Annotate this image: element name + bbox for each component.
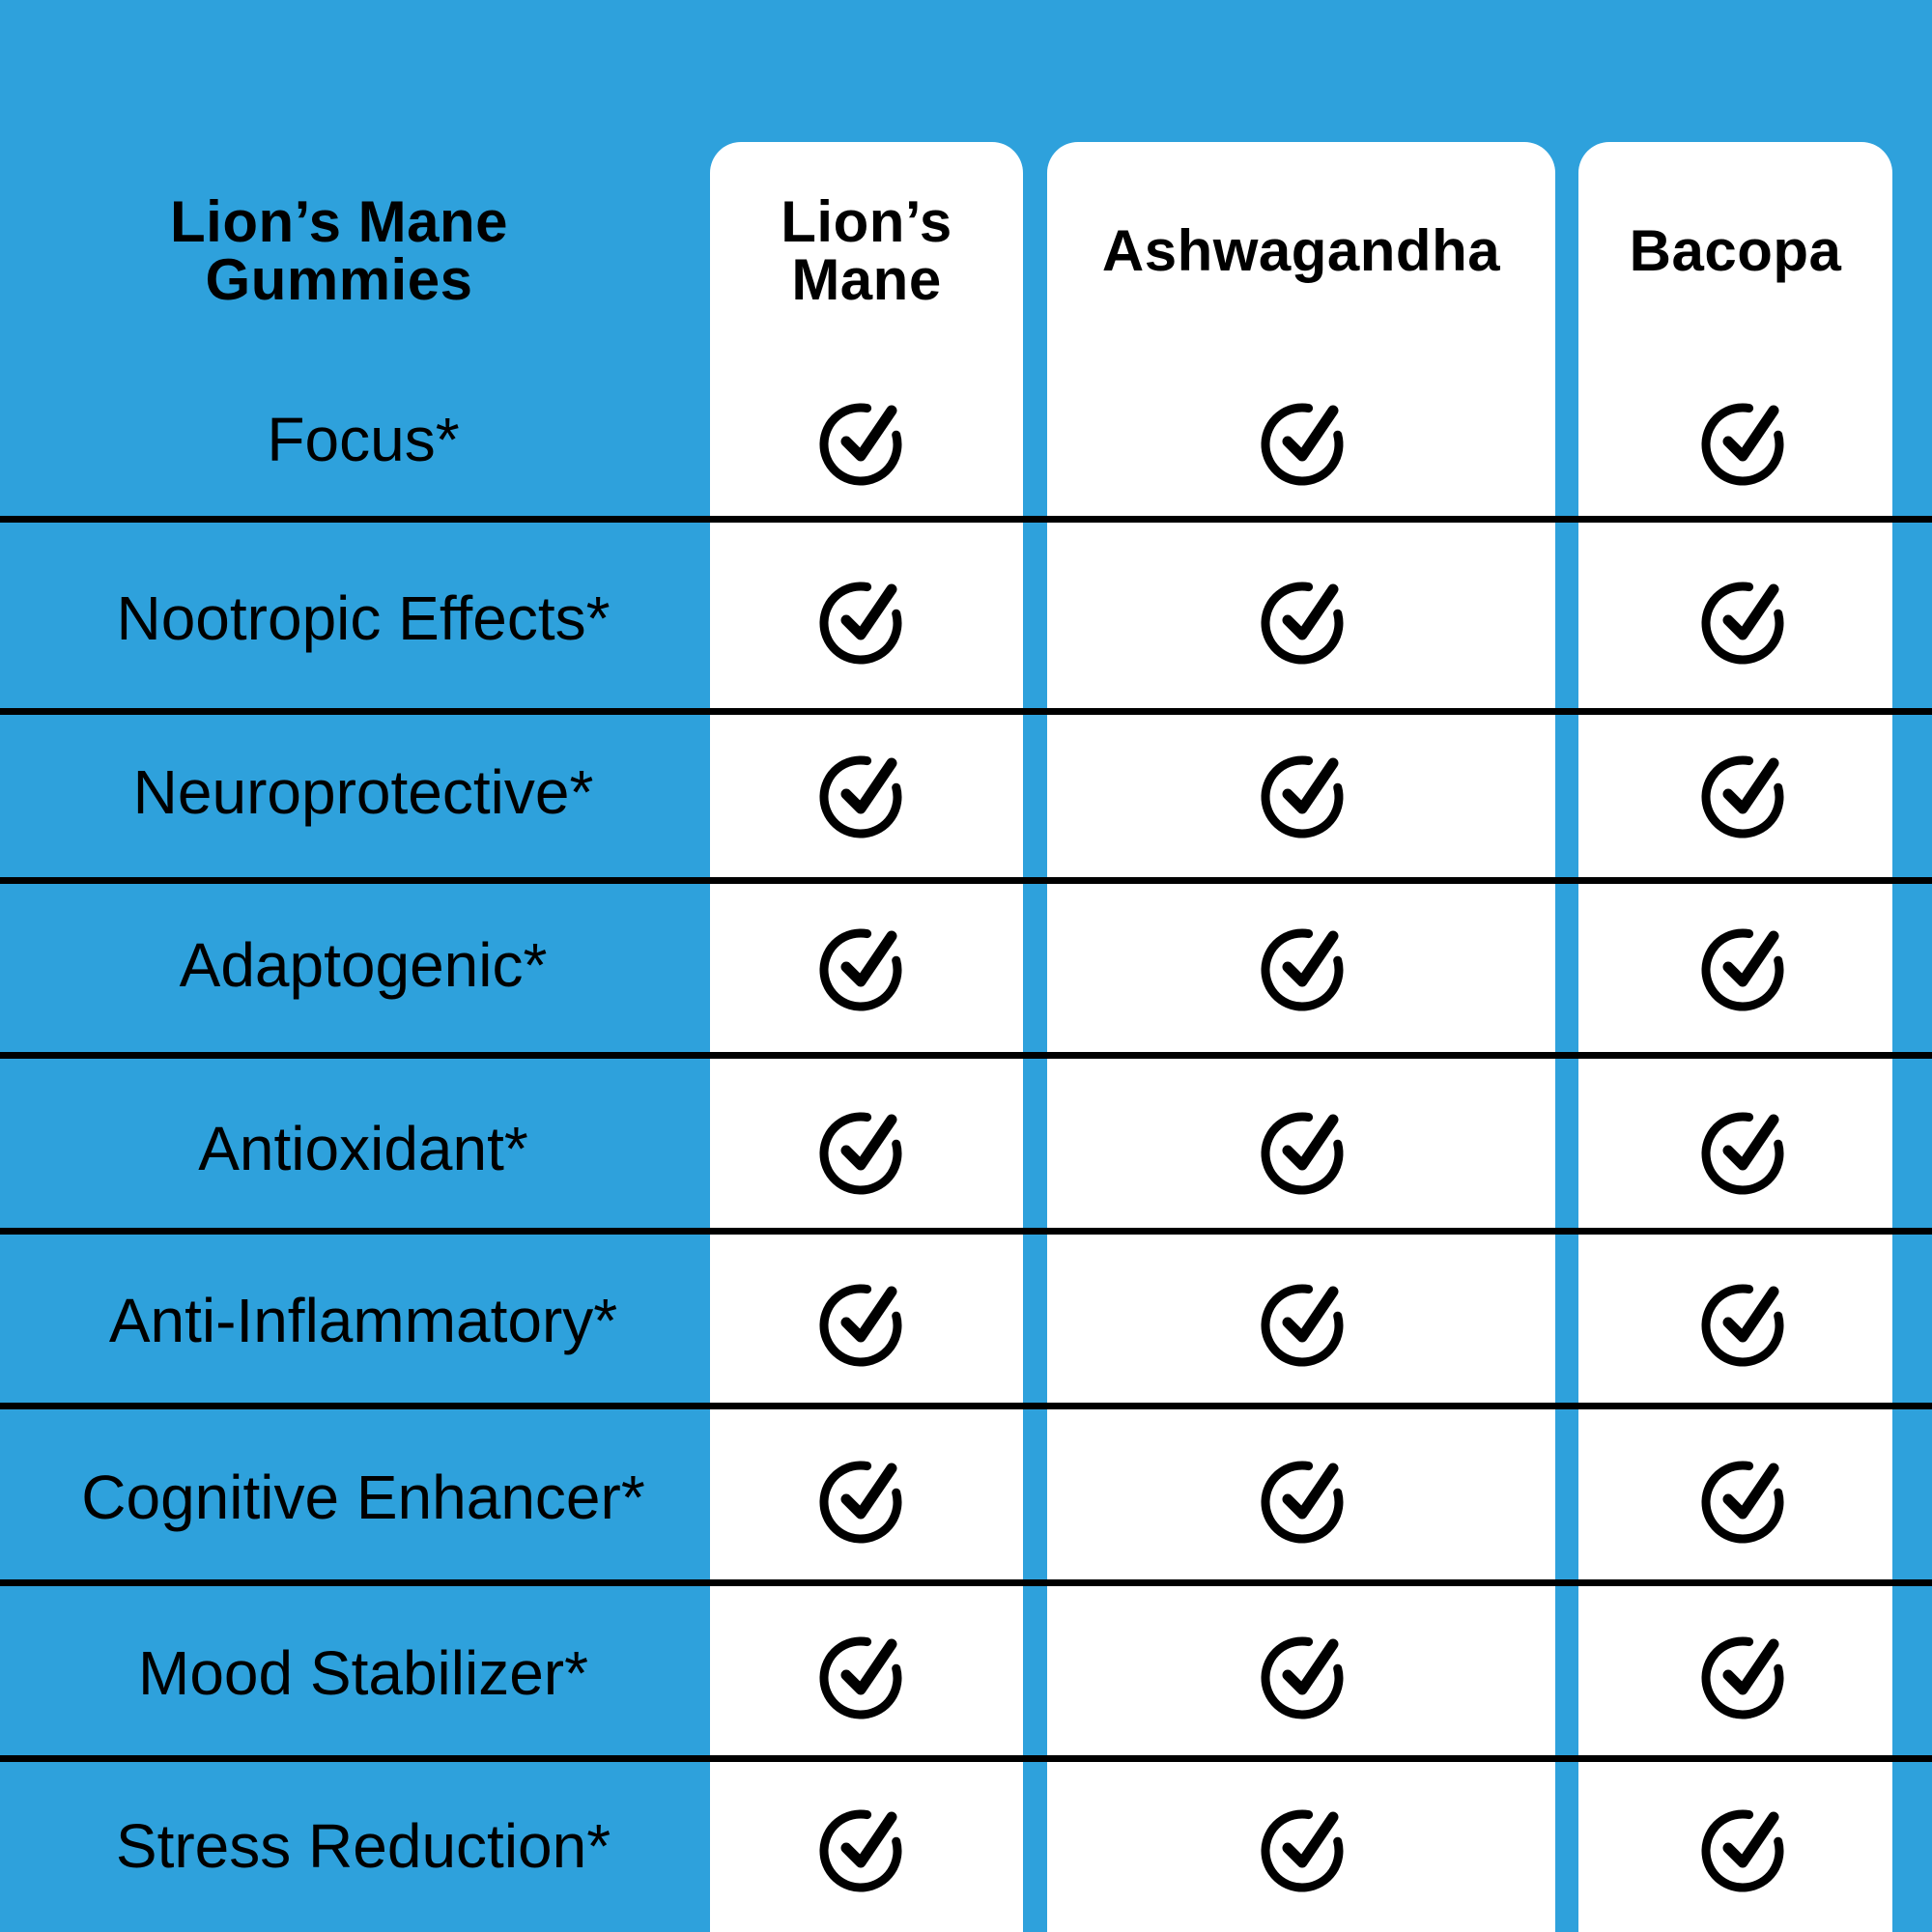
product-title: Lion’s Mane Gummies [170,189,508,312]
feature-label: Adaptogenic* [179,930,548,1000]
row-divider [0,877,1932,884]
feature-label: Stress Reduction* [115,1811,611,1881]
row-divider [0,516,1932,523]
row-divider [0,1755,1932,1762]
feature-label: Antioxidant* [198,1114,528,1183]
check-circle-icon [817,1798,914,1894]
check-circle-icon [1259,1272,1355,1369]
check-circle-icon [1699,1449,1796,1546]
check-circle-icon [1699,1100,1796,1197]
check-circle-icon [1699,1272,1796,1369]
check-circle-icon [1259,1798,1355,1894]
column-header-lions-mane: Lion’s Mane [781,189,952,312]
check-circle-icon [1259,570,1355,667]
check-circle-icon [817,1625,914,1721]
feature-label: Focus* [267,405,460,474]
check-circle-icon [1699,1625,1796,1721]
check-circle-icon [1259,1100,1355,1197]
check-circle-icon [1699,391,1796,488]
check-circle-icon [1259,917,1355,1013]
check-circle-icon [1699,917,1796,1013]
feature-label: Mood Stabilizer* [138,1638,588,1708]
feature-label: Anti-Inflammatory* [108,1286,618,1355]
check-circle-icon [1699,744,1796,840]
column-ashwagandha [1047,142,1555,1932]
check-circle-icon [817,570,914,667]
check-circle-icon [1259,744,1355,840]
row-divider [0,1052,1932,1059]
column-header-bacopa: Bacopa [1629,218,1842,283]
check-circle-icon [817,1449,914,1546]
row-divider [0,1403,1932,1409]
feature-label: Cognitive Enhancer* [81,1463,645,1532]
feature-label: Neuroprotective* [132,757,594,827]
check-circle-icon [817,744,914,840]
check-circle-icon [817,1272,914,1369]
check-circle-icon [1259,391,1355,488]
feature-label: Nootropic Effects* [116,583,611,653]
check-circle-icon [817,391,914,488]
check-circle-icon [1259,1625,1355,1721]
check-circle-icon [1259,1449,1355,1546]
check-circle-icon [1699,1798,1796,1894]
check-circle-icon [817,917,914,1013]
check-circle-icon [1699,570,1796,667]
column-header-ashwagandha: Ashwagandha [1101,218,1501,283]
column-bacopa [1578,142,1892,1932]
row-divider [0,1579,1932,1586]
row-divider [0,1228,1932,1235]
row-divider [0,708,1932,715]
check-circle-icon [817,1100,914,1197]
